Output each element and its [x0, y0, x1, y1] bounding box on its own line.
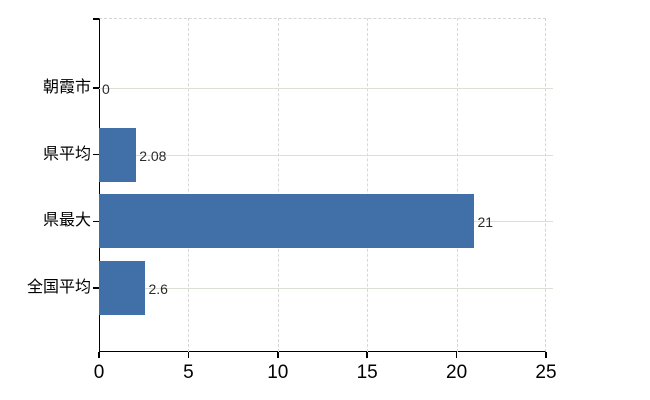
y-axis-tick — [93, 287, 99, 289]
x-axis-tick — [277, 352, 279, 358]
y-category-label: 朝霞市 — [42, 79, 91, 96]
y-axis-top-tick — [93, 18, 99, 20]
x-tick-label: 0 — [93, 362, 105, 383]
bar-value-label: 2.08 — [139, 147, 167, 164]
x-tick-label: 10 — [267, 362, 289, 383]
bar[interactable] — [99, 261, 146, 315]
y-axis-tick — [93, 87, 99, 89]
x-axis-tick — [98, 352, 100, 358]
horizontal-gridline — [99, 88, 553, 89]
x-axis-tick — [366, 352, 368, 358]
y-category-label: 県最大 — [42, 212, 91, 230]
x-tick-label: 25 — [535, 362, 557, 383]
bar-value-label: 0 — [102, 81, 110, 97]
y-category-label: 全国平均 — [26, 279, 91, 296]
horizontal-gridline — [99, 288, 553, 289]
y-axis-tick — [93, 153, 99, 156]
x-tick-label: 5 — [183, 362, 194, 383]
y-category-label: 県平均 — [42, 145, 91, 163]
bar[interactable] — [99, 127, 137, 182]
x-tick-label: 15 — [356, 362, 378, 383]
bar[interactable] — [99, 194, 475, 249]
vertical-gridline — [367, 18, 369, 352]
bar-value-label: 2.6 — [148, 281, 168, 297]
x-tick-label: 20 — [446, 362, 468, 383]
y-axis-tick — [93, 220, 99, 223]
x-axis-tick — [455, 352, 458, 358]
x-axis-tick — [545, 352, 547, 358]
x-axis-tick — [187, 352, 190, 358]
horizontal-gridline — [99, 154, 553, 156]
bar-value-label: 21 — [477, 214, 494, 231]
vertical-gridline — [456, 18, 458, 352]
plot-area — [99, 18, 546, 352]
vertical-gridline — [188, 18, 190, 352]
vertical-gridline — [277, 18, 279, 352]
